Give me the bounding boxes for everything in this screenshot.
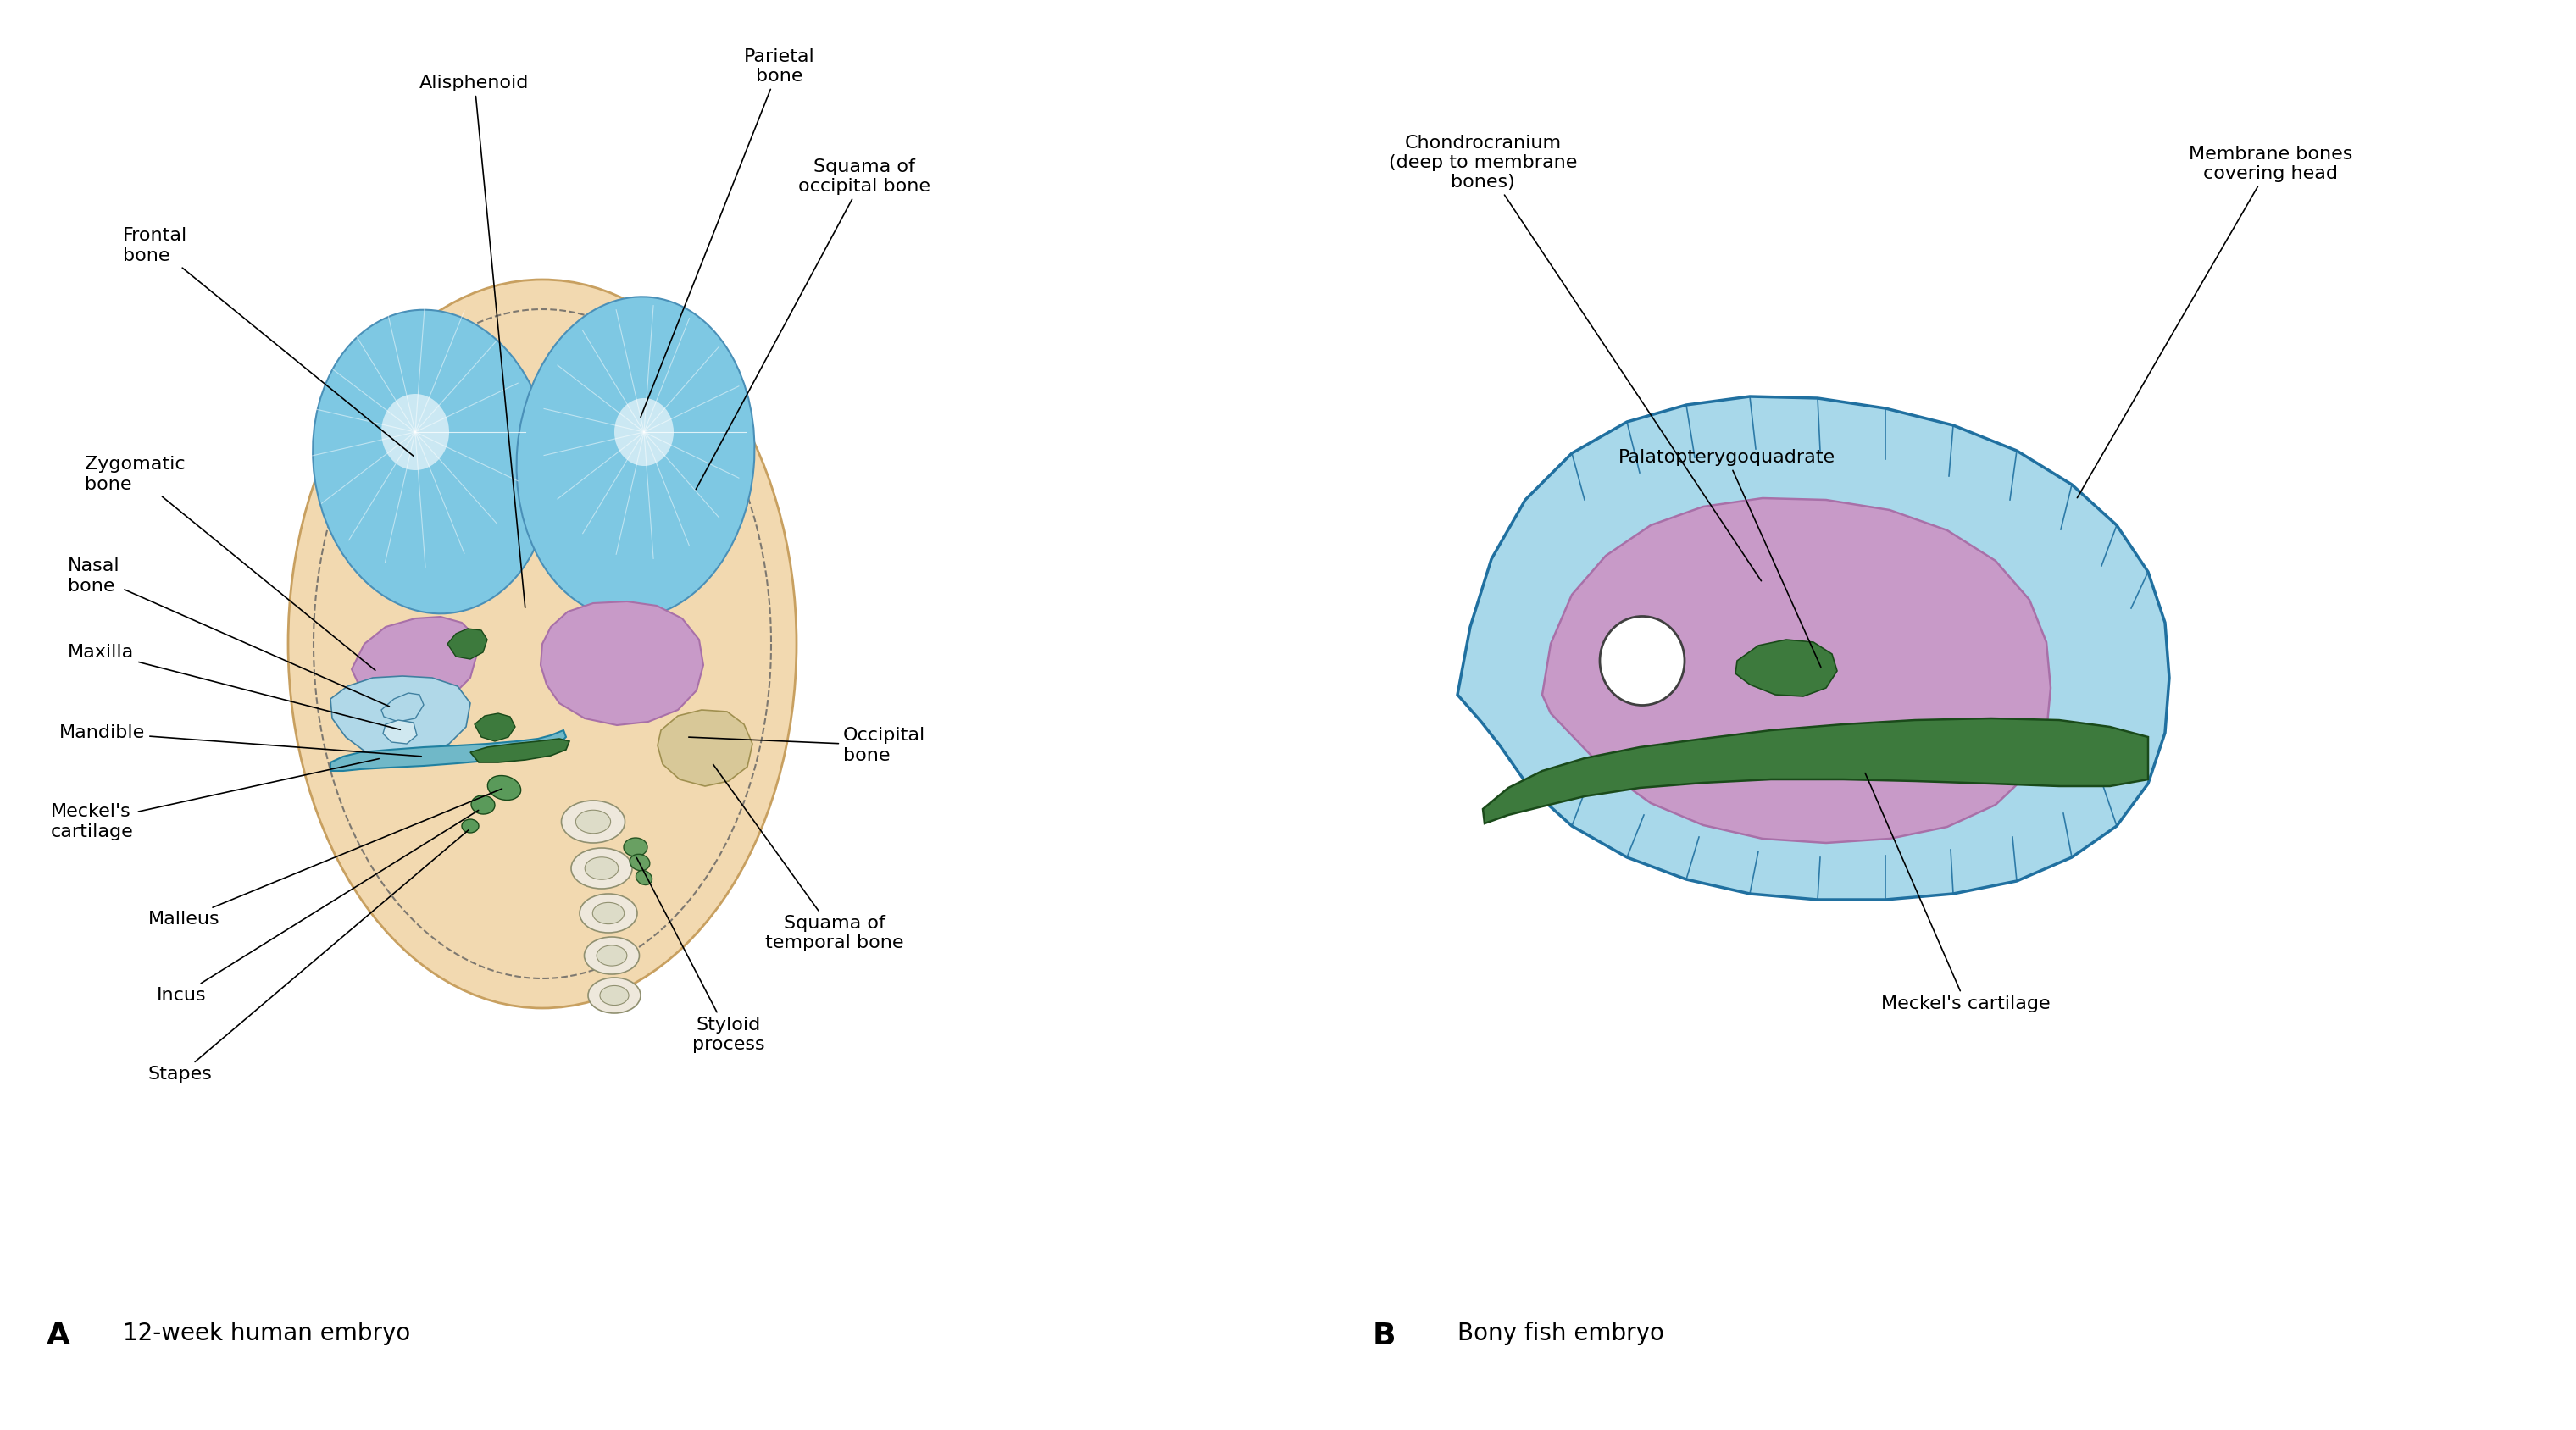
Text: Zygomatic
bone: Zygomatic bone	[85, 456, 376, 671]
Text: Mandible: Mandible	[59, 725, 422, 756]
Text: Squama of
temporal bone: Squama of temporal bone	[714, 765, 904, 951]
Text: Occipital
bone: Occipital bone	[688, 728, 925, 764]
Polygon shape	[448, 629, 487, 659]
Text: Membrane bones
covering head: Membrane bones covering head	[2076, 146, 2352, 498]
Polygon shape	[1736, 639, 1837, 696]
Text: Frontal
bone: Frontal bone	[124, 227, 412, 456]
Ellipse shape	[289, 279, 796, 1008]
Text: Meckel's
cartilage: Meckel's cartilage	[52, 759, 379, 839]
Ellipse shape	[461, 819, 479, 832]
Ellipse shape	[381, 393, 448, 470]
Text: Meckel's cartilage: Meckel's cartilage	[1865, 774, 2050, 1012]
Ellipse shape	[471, 795, 495, 814]
Polygon shape	[541, 602, 703, 725]
Ellipse shape	[623, 838, 647, 857]
Ellipse shape	[592, 902, 623, 924]
Polygon shape	[474, 714, 515, 741]
Ellipse shape	[562, 801, 626, 842]
Polygon shape	[471, 739, 569, 762]
Polygon shape	[381, 694, 422, 722]
Ellipse shape	[585, 857, 618, 879]
Text: Squama of
occipital bone: Squama of occipital bone	[696, 159, 930, 489]
Text: Malleus: Malleus	[149, 789, 502, 928]
Text: 12-week human embryo: 12-week human embryo	[124, 1321, 410, 1346]
Ellipse shape	[585, 937, 639, 974]
Text: Parietal
bone: Parietal bone	[641, 49, 814, 418]
Ellipse shape	[580, 894, 636, 932]
Polygon shape	[1543, 498, 2050, 842]
Text: Alisphenoid: Alisphenoid	[420, 74, 528, 608]
Text: Palatopterygoquadrate: Palatopterygoquadrate	[1618, 449, 1837, 668]
Ellipse shape	[613, 398, 675, 466]
Polygon shape	[384, 721, 417, 744]
Text: Stapes: Stapes	[149, 829, 469, 1083]
Polygon shape	[657, 709, 752, 786]
Ellipse shape	[598, 945, 626, 965]
Polygon shape	[330, 731, 567, 771]
Polygon shape	[330, 676, 471, 759]
Text: B: B	[1373, 1321, 1396, 1350]
Ellipse shape	[518, 297, 755, 618]
Text: Styloid
process: Styloid process	[636, 858, 765, 1052]
Polygon shape	[353, 616, 477, 705]
Text: Bony fish embryo: Bony fish embryo	[1458, 1321, 1664, 1346]
Ellipse shape	[487, 775, 520, 801]
Text: Chondrocranium
(deep to membrane
bones): Chondrocranium (deep to membrane bones)	[1388, 134, 1762, 581]
Ellipse shape	[572, 848, 631, 888]
Polygon shape	[1458, 396, 2169, 899]
Ellipse shape	[636, 871, 652, 885]
Ellipse shape	[312, 310, 551, 613]
Polygon shape	[1484, 718, 2148, 824]
Ellipse shape	[600, 985, 629, 1005]
Ellipse shape	[574, 809, 611, 834]
Text: Incus: Incus	[157, 811, 479, 1004]
Text: Maxilla: Maxilla	[67, 644, 399, 729]
Text: Nasal
bone: Nasal bone	[67, 558, 389, 706]
Text: A: A	[46, 1321, 70, 1350]
Ellipse shape	[629, 854, 649, 871]
Ellipse shape	[587, 978, 641, 1014]
Ellipse shape	[1600, 616, 1685, 705]
